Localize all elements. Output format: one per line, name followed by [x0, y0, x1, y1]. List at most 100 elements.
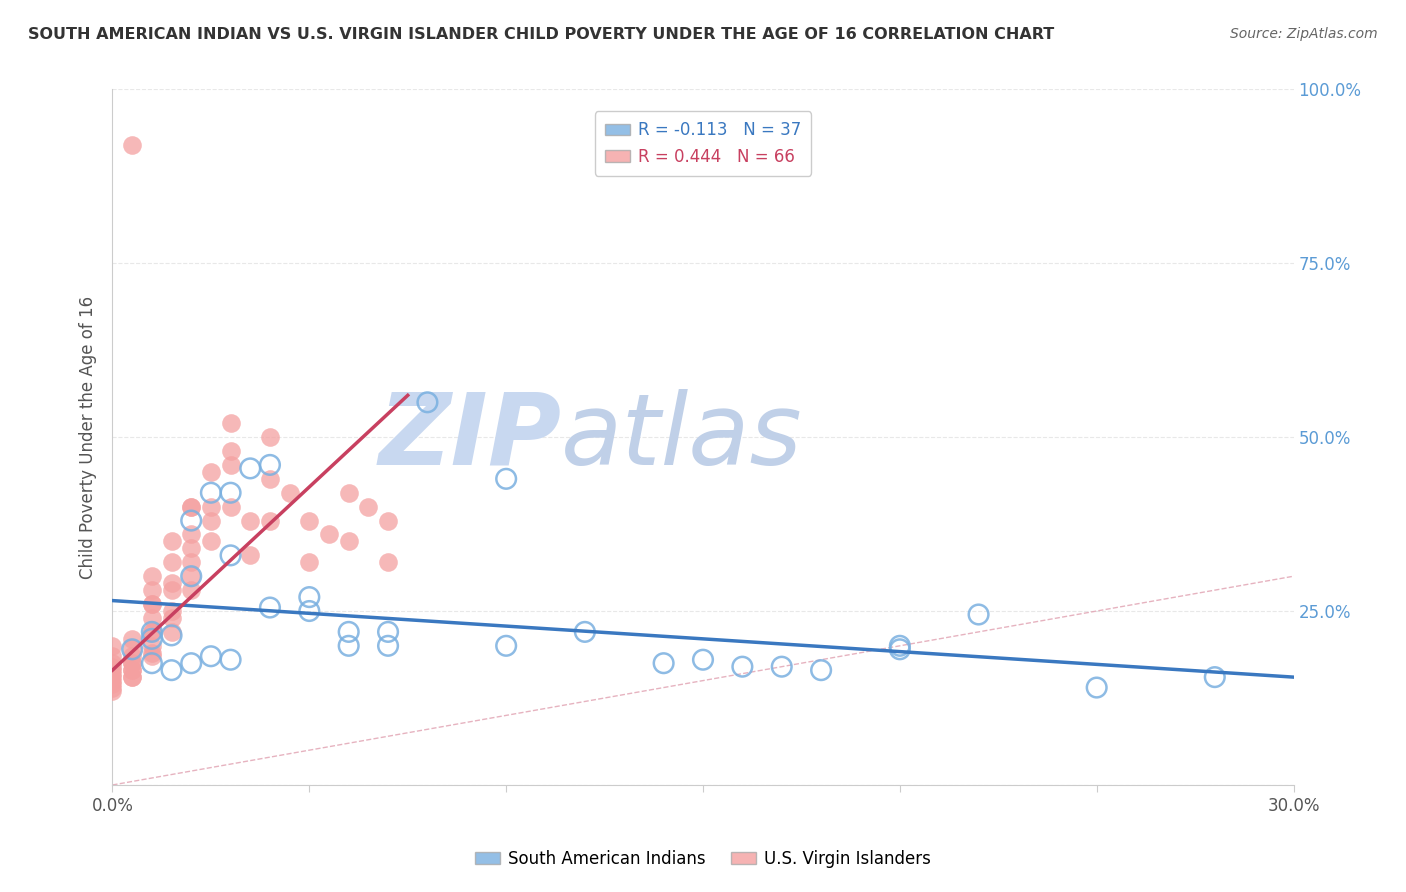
Point [495, 472, 517, 486]
Point [298, 590, 321, 604]
Point [141, 657, 163, 671]
Point [141, 624, 163, 639]
Point [377, 624, 399, 639]
Legend: South American Indians, U.S. Virgin Islanders: South American Indians, U.S. Virgin Isla… [468, 844, 938, 875]
Point [141, 611, 163, 625]
Point [121, 663, 143, 677]
Point [101, 649, 124, 664]
Point [101, 681, 124, 695]
Point [337, 534, 360, 549]
Point [180, 583, 202, 598]
Point [357, 500, 380, 514]
Legend: R = -0.113   N = 37, R = 0.444   N = 66: R = -0.113 N = 37, R = 0.444 N = 66 [595, 112, 811, 176]
Point [160, 611, 183, 625]
Point [337, 624, 360, 639]
Point [101, 684, 124, 698]
Point [160, 604, 183, 618]
Point [121, 670, 143, 684]
Point [160, 534, 183, 549]
Point [259, 514, 281, 528]
Point [101, 659, 124, 673]
Point [141, 639, 163, 653]
Point [377, 514, 399, 528]
Point [377, 555, 399, 569]
Point [141, 597, 163, 611]
Point [200, 514, 222, 528]
Point [298, 604, 321, 618]
Point [160, 624, 183, 639]
Point [180, 527, 202, 541]
Point [259, 472, 281, 486]
Point [160, 663, 183, 677]
Point [219, 549, 242, 563]
Point [121, 657, 143, 671]
Point [121, 670, 143, 684]
Point [101, 666, 124, 681]
Point [416, 395, 439, 409]
Point [337, 639, 360, 653]
Point [574, 624, 596, 639]
Point [121, 137, 143, 152]
Point [200, 649, 222, 664]
Point [160, 555, 183, 569]
Point [200, 465, 222, 479]
Point [219, 416, 242, 430]
Point [219, 458, 242, 472]
Point [121, 642, 143, 657]
Point [160, 576, 183, 591]
Point [160, 583, 183, 598]
Point [239, 514, 262, 528]
Point [180, 569, 202, 583]
Point [731, 659, 754, 673]
Point [1085, 681, 1108, 695]
Point [219, 500, 242, 514]
Point [259, 458, 281, 472]
Point [810, 663, 832, 677]
Point [495, 639, 517, 653]
Point [219, 485, 242, 500]
Point [121, 642, 143, 657]
Point [200, 485, 222, 500]
Point [101, 670, 124, 684]
Point [121, 663, 143, 677]
Point [121, 649, 143, 664]
Point [101, 673, 124, 688]
Point [141, 632, 163, 646]
Point [1204, 670, 1226, 684]
Text: ZIP: ZIP [378, 389, 561, 485]
Point [141, 624, 163, 639]
Point [377, 639, 399, 653]
Point [101, 677, 124, 691]
Y-axis label: Child Poverty Under the Age of 16: Child Poverty Under the Age of 16 [79, 295, 97, 579]
Point [141, 597, 163, 611]
Point [180, 500, 202, 514]
Point [141, 569, 163, 583]
Point [121, 632, 143, 646]
Point [180, 514, 202, 528]
Point [219, 653, 242, 667]
Point [967, 607, 990, 622]
Point [180, 657, 202, 671]
Point [889, 639, 911, 653]
Point [200, 500, 222, 514]
Point [141, 649, 163, 664]
Point [219, 444, 242, 458]
Point [121, 657, 143, 671]
Point [101, 657, 124, 671]
Point [180, 569, 202, 583]
Point [259, 430, 281, 444]
Text: atlas: atlas [561, 389, 803, 485]
Point [180, 555, 202, 569]
Point [101, 639, 124, 653]
Point [318, 527, 340, 541]
Point [239, 549, 262, 563]
Point [278, 485, 301, 500]
Point [652, 657, 675, 671]
Point [141, 583, 163, 598]
Point [259, 600, 281, 615]
Text: Source: ZipAtlas.com: Source: ZipAtlas.com [1230, 27, 1378, 41]
Point [298, 555, 321, 569]
Text: SOUTH AMERICAN INDIAN VS U.S. VIRGIN ISLANDER CHILD POVERTY UNDER THE AGE OF 16 : SOUTH AMERICAN INDIAN VS U.S. VIRGIN ISL… [28, 27, 1054, 42]
Point [337, 485, 360, 500]
Point [101, 663, 124, 677]
